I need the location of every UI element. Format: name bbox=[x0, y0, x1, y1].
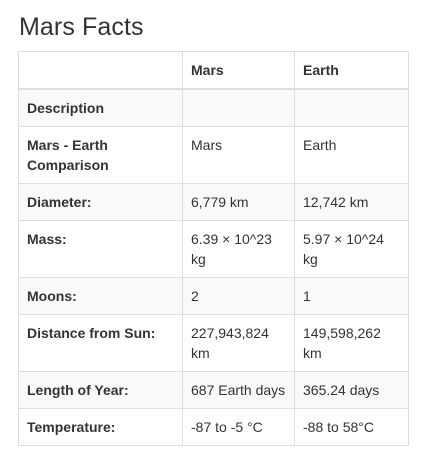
header-cell-label bbox=[18, 51, 183, 90]
row-label: Description bbox=[18, 88, 183, 127]
earth-value: -88 to 58°C bbox=[294, 408, 409, 446]
mars-value: 6.39 × 10^23 kg bbox=[182, 220, 295, 278]
table-row: Moons: 2 1 bbox=[18, 277, 409, 315]
earth-value: 5.97 × 10^24 kg bbox=[294, 220, 409, 278]
table-row: Diameter: 6,779 km 12,742 km bbox=[18, 183, 409, 221]
earth-value: 12,742 km bbox=[294, 183, 409, 221]
earth-value: Earth bbox=[294, 126, 409, 184]
mars-value: 227,943,824 km bbox=[182, 314, 295, 372]
table-row: Mass: 6.39 × 10^23 kg 5.97 × 10^24 kg bbox=[18, 220, 409, 278]
row-label: Moons: bbox=[18, 277, 183, 315]
table-row: Description bbox=[18, 88, 409, 127]
row-label: Mass: bbox=[18, 220, 183, 278]
header-cell-earth: Earth bbox=[294, 51, 409, 90]
table-header-row: Mars Earth bbox=[18, 51, 409, 90]
row-label: Diameter: bbox=[18, 183, 183, 221]
header-cell-mars: Mars bbox=[182, 51, 295, 90]
earth-value: 365.24 days bbox=[294, 371, 409, 409]
mars-value bbox=[182, 88, 295, 127]
mars-value: 2 bbox=[182, 277, 295, 315]
row-label: Mars - Earth Comparison bbox=[18, 126, 183, 184]
earth-value: 1 bbox=[294, 277, 409, 315]
mars-value: -87 to -5 °C bbox=[182, 408, 295, 446]
table-row: Temperature: -87 to -5 °C -88 to 58°C bbox=[18, 408, 409, 446]
table-row: Mars - Earth Comparison Mars Earth bbox=[18, 126, 409, 184]
row-label: Temperature: bbox=[18, 408, 183, 446]
mars-value: 6,779 km bbox=[182, 183, 295, 221]
row-label: Length of Year: bbox=[18, 371, 183, 409]
mars-value: 687 Earth days bbox=[182, 371, 295, 409]
table-row: Length of Year: 687 Earth days 365.24 da… bbox=[18, 371, 409, 409]
earth-value bbox=[294, 88, 409, 127]
earth-value: 149,598,262 km bbox=[294, 314, 409, 372]
mars-facts-table: Mars Earth Description Mars - Earth Comp… bbox=[18, 51, 409, 446]
page-title: Mars Facts bbox=[19, 13, 144, 41]
row-label: Distance from Sun: bbox=[18, 314, 183, 372]
mars-value: Mars bbox=[182, 126, 295, 184]
table-row: Distance from Sun: 227,943,824 km 149,59… bbox=[18, 314, 409, 372]
